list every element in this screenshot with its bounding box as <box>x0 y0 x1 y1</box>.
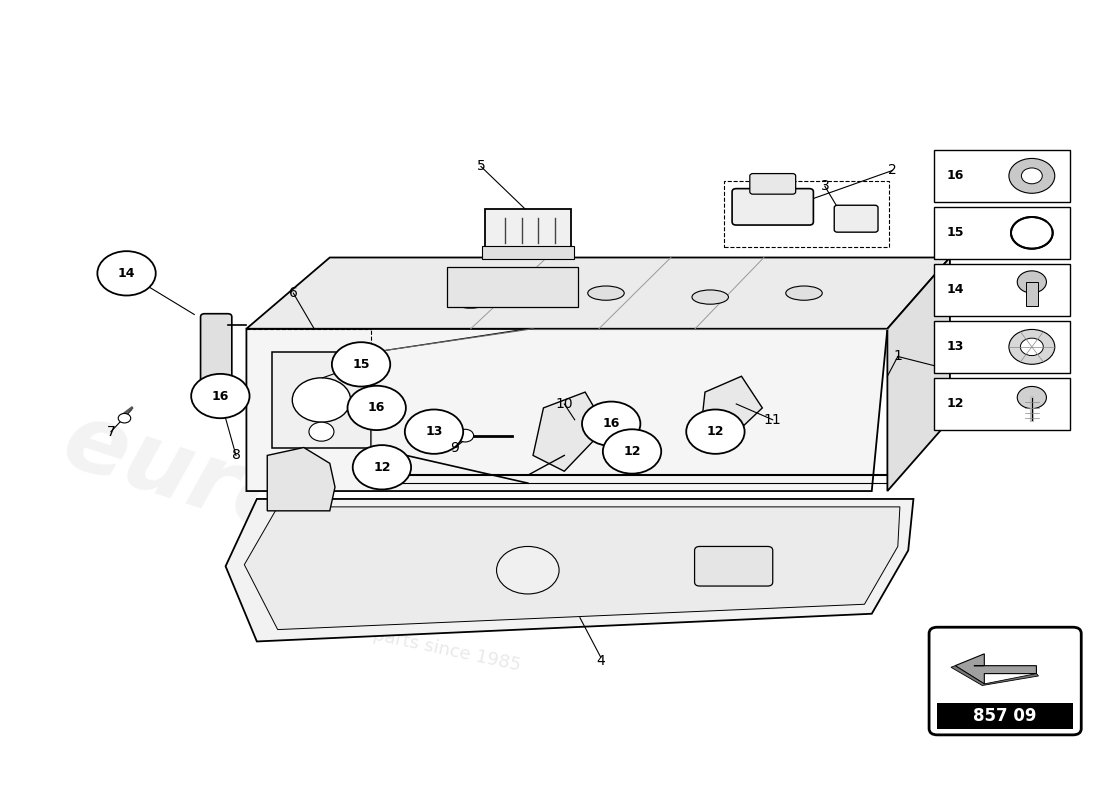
Circle shape <box>1009 158 1055 194</box>
FancyBboxPatch shape <box>485 210 571 252</box>
Circle shape <box>1018 271 1046 293</box>
Circle shape <box>118 414 131 423</box>
FancyBboxPatch shape <box>834 206 878 232</box>
Circle shape <box>332 342 390 386</box>
Circle shape <box>1022 168 1043 184</box>
Circle shape <box>582 402 640 446</box>
Text: 16: 16 <box>211 390 229 402</box>
Circle shape <box>405 410 463 454</box>
Circle shape <box>1021 338 1043 355</box>
Text: 4: 4 <box>596 654 605 668</box>
Text: 5: 5 <box>476 159 485 174</box>
Text: 12: 12 <box>624 445 641 458</box>
Text: 13: 13 <box>947 340 965 354</box>
Text: 14: 14 <box>118 267 135 280</box>
FancyBboxPatch shape <box>934 264 1070 316</box>
Ellipse shape <box>587 286 624 300</box>
FancyBboxPatch shape <box>934 321 1070 373</box>
Text: 13: 13 <box>426 425 442 438</box>
Text: a passion for parts since 1985: a passion for parts since 1985 <box>252 600 522 674</box>
Text: 12: 12 <box>706 425 724 438</box>
Circle shape <box>353 445 411 490</box>
Polygon shape <box>952 666 1038 686</box>
Text: 857 09: 857 09 <box>974 707 1037 725</box>
Text: 7: 7 <box>107 425 116 438</box>
Circle shape <box>1009 330 1055 364</box>
Text: 6: 6 <box>289 286 298 300</box>
FancyBboxPatch shape <box>447 267 578 307</box>
Text: 14: 14 <box>947 283 965 296</box>
Text: 16: 16 <box>368 402 385 414</box>
Circle shape <box>456 430 474 442</box>
Polygon shape <box>273 353 372 447</box>
FancyBboxPatch shape <box>930 627 1081 735</box>
Text: 11: 11 <box>763 413 782 426</box>
Ellipse shape <box>692 290 728 304</box>
FancyBboxPatch shape <box>694 546 772 586</box>
Text: 1: 1 <box>893 350 902 363</box>
Polygon shape <box>888 258 950 491</box>
FancyBboxPatch shape <box>934 206 1070 259</box>
Text: 15: 15 <box>947 226 965 239</box>
Circle shape <box>191 374 250 418</box>
Text: 8: 8 <box>232 449 241 462</box>
Text: 2: 2 <box>888 163 896 178</box>
Polygon shape <box>226 499 913 642</box>
Circle shape <box>98 251 156 295</box>
Circle shape <box>1011 217 1053 249</box>
FancyBboxPatch shape <box>200 314 232 395</box>
FancyBboxPatch shape <box>1025 282 1038 306</box>
Circle shape <box>603 430 661 474</box>
Polygon shape <box>244 507 900 630</box>
Text: 16: 16 <box>603 418 620 430</box>
Polygon shape <box>700 376 762 447</box>
Ellipse shape <box>452 294 488 308</box>
Circle shape <box>496 546 559 594</box>
Text: 9: 9 <box>450 441 460 454</box>
FancyBboxPatch shape <box>937 703 1072 729</box>
Text: 15: 15 <box>352 358 370 371</box>
FancyBboxPatch shape <box>733 189 813 225</box>
FancyBboxPatch shape <box>934 150 1070 202</box>
Text: 10: 10 <box>556 397 573 411</box>
Circle shape <box>309 422 334 441</box>
FancyBboxPatch shape <box>482 246 574 259</box>
Ellipse shape <box>785 286 822 300</box>
Text: 12: 12 <box>947 398 965 410</box>
FancyBboxPatch shape <box>934 378 1070 430</box>
Circle shape <box>348 386 406 430</box>
Text: europarts: europarts <box>52 394 576 643</box>
Circle shape <box>686 410 745 454</box>
FancyBboxPatch shape <box>750 174 795 194</box>
Text: 12: 12 <box>373 461 390 474</box>
Circle shape <box>1018 386 1046 409</box>
Text: 16: 16 <box>947 170 965 182</box>
Polygon shape <box>267 447 336 511</box>
Text: 3: 3 <box>821 179 829 194</box>
Circle shape <box>293 378 351 422</box>
Polygon shape <box>955 654 1036 684</box>
Polygon shape <box>534 392 606 471</box>
Polygon shape <box>246 258 950 329</box>
Polygon shape <box>246 329 888 491</box>
